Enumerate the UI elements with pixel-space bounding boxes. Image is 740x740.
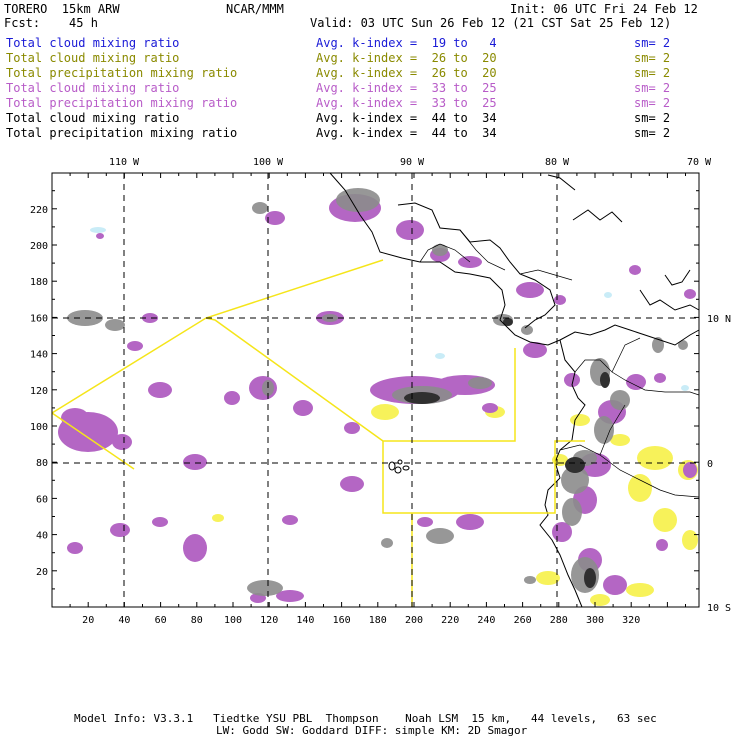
legend-sm: sm= 2 [634,81,671,95]
lon-label: 90 W [400,157,425,168]
legend-sm: sm= 2 [634,51,671,65]
legend-field: Total precipitation mixing ratio [6,66,238,80]
x-tick-label: 140 [296,615,314,626]
x-tick-label: 320 [622,615,640,626]
legend-field: Total precipitation mixing ratio [6,96,238,110]
lat-label: 0 [707,459,713,470]
x-tick-label: 180 [369,615,387,626]
y-tick-label: 180 [30,277,48,288]
precip-yellow [212,404,698,606]
lon-label: 100 W [253,157,284,168]
y-tick-label: 20 [36,567,48,578]
y-tick-label: 200 [30,241,48,252]
legend-row: Total precipitation mixing ratio Avg. k-… [0,126,670,196]
x-tick-label: 300 [586,615,604,626]
legend-sm: sm= 2 [634,66,671,80]
x-tick-label: 20 [82,615,94,626]
axis-labels: 220 200 180 160 140 120 100 80 60 40 20 20 40 60 80 100… [30,157,731,626]
x-tick-label: 260 [514,615,532,626]
lat-lon-grid [52,173,699,607]
legend-kindex: Avg. k-index = 33 to 25 [316,81,497,95]
cloud-fields [58,188,698,606]
galapagos-islands [388,459,410,474]
forecast-hour: Fcst: 45 h [4,16,98,30]
legend-kindex: Avg. k-index = 44 to 34 [316,126,497,140]
legend-sm: sm= 2 [634,126,671,140]
lat-label: 10 S [707,603,731,614]
legend-row: Total precipitation mixing ratio Avg. k-… [0,66,670,136]
x-tick-label: 80 [191,615,203,626]
legend-field: Total cloud mixing ratio [6,51,180,65]
x-tick-label: 200 [405,615,423,626]
model-name: TORERO 15km ARW [4,2,120,16]
borders [419,229,700,498]
legend-field: Total cloud mixing ratio [6,111,180,125]
lon-label: 70 W [687,157,712,168]
init-time: Init: 06 UTC Fri 24 Feb 12 [510,2,698,16]
y-tick-label: 80 [36,458,48,469]
legend-row: Total precipitation mixing ratio Avg. k-… [0,96,670,166]
x-tick-label: 120 [260,615,278,626]
x-tick-label: 240 [477,615,495,626]
legend-kindex: Avg. k-index = 26 to 20 [316,51,497,65]
lon-label: 80 W [545,157,570,168]
y-tick-label: 140 [30,350,48,361]
x-tick-label: 220 [441,615,459,626]
legend-sm: sm= 2 [634,96,671,110]
model-info: Model Info: V3.3.1 Tiedtke YSU PBL Thomp… [74,712,657,725]
y-tick-label: 60 [36,494,48,505]
low-kindex-cloud [90,227,689,391]
legend-kindex: Avg. k-index = 44 to 34 [316,111,497,125]
cloud-cores [404,318,610,588]
legend-row: Total cloud mixing ratio Avg. k-index = … [0,81,670,151]
x-tick-label: 100 [224,615,242,626]
x-tick-label: 40 [118,615,130,626]
legend-row: Total cloud mixing ratio Avg. k-index = … [0,111,670,181]
high-kindex-cloud [67,188,688,596]
axis-ticks [51,173,699,608]
legend-sm: sm= 2 [634,111,671,125]
x-tick-label: 60 [155,615,167,626]
org-label: NCAR/MMM [226,2,284,16]
y-tick-label: 120 [30,386,48,397]
x-tick-label: 160 [333,615,351,626]
legend-field: Total cloud mixing ratio [6,36,180,50]
nested-domain-boundaries [51,259,585,607]
legend-row: Total cloud mixing ratio Avg. k-index = … [0,36,670,106]
y-tick-label: 40 [36,531,48,542]
model-physics: LW: Godd SW: Goddard DIFF: simple KM: 2D… [216,724,528,737]
legend-sm: sm= 2 [634,36,671,50]
y-tick-label: 160 [30,313,48,324]
legend-row: Total cloud mixing ratio Avg. k-index = … [0,51,670,121]
lat-label: 10 N [707,314,731,325]
mid-kindex-cloud [58,194,697,603]
x-tick-label: 280 [550,615,568,626]
y-tick-label: 100 [30,422,48,433]
legend-kindex: Avg. k-index = 33 to 25 [316,96,497,110]
legend-kindex: Avg. k-index = 19 to 4 [316,36,497,50]
legend-kindex: Avg. k-index = 26 to 20 [316,66,497,80]
legend-field: Total precipitation mixing ratio [6,126,238,140]
lon-label: 110 W [109,157,140,168]
legend-field: Total cloud mixing ratio [6,81,180,95]
valid-time: Valid: 03 UTC Sun 26 Feb 12 (21 CST Sat … [310,16,672,30]
y-tick-label: 220 [30,205,48,216]
